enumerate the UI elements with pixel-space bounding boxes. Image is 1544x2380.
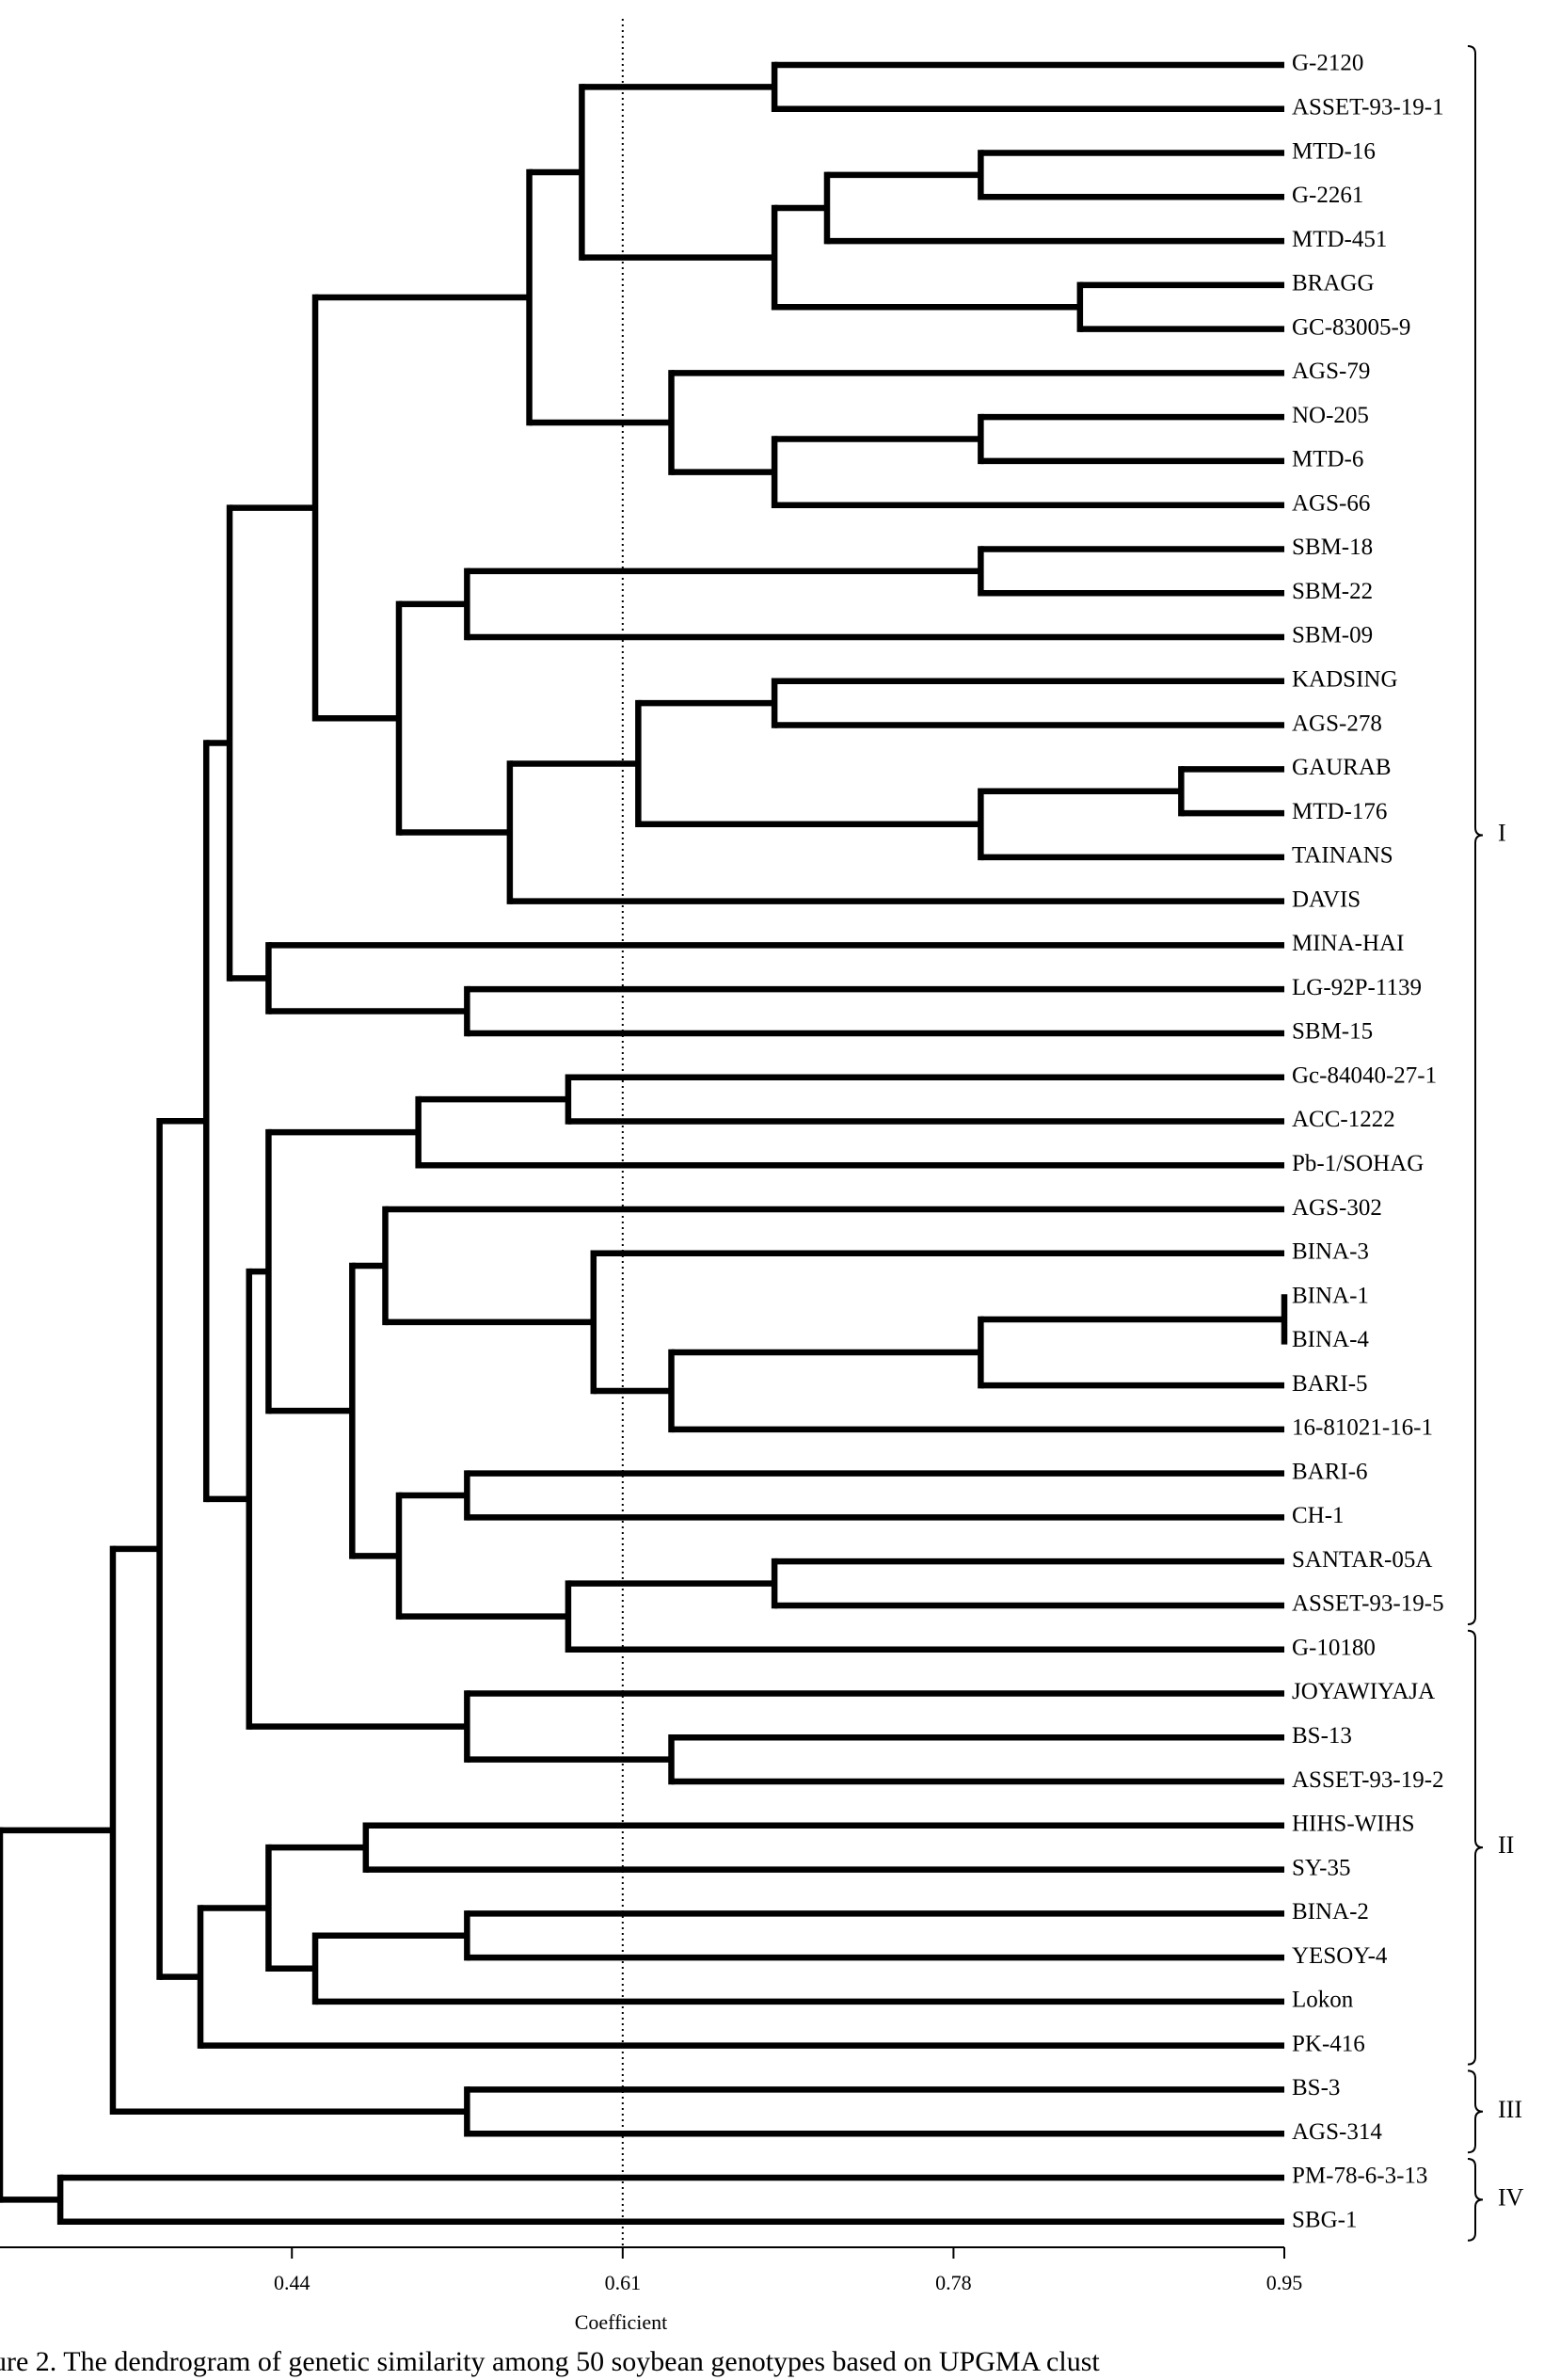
leaf-label: MTD-451: [1292, 227, 1387, 252]
leaf-label: SBM-09: [1292, 623, 1373, 648]
x-tick-label: 0.78: [935, 2271, 972, 2294]
leaf-label: G-2261: [1292, 183, 1363, 208]
leaf-label: BARI-6: [1292, 1459, 1368, 1484]
cluster-label: I: [1498, 819, 1506, 846]
leaf-label: AGS-66: [1292, 490, 1370, 516]
leaf-label: BINA-3: [1292, 1239, 1369, 1265]
leaf-label: BINA-2: [1292, 1899, 1369, 1925]
leaf-label: YESOY-4: [1292, 1943, 1388, 1969]
leaf-label: BS-13: [1292, 1723, 1352, 1749]
leaf-label: ACC-1222: [1292, 1107, 1395, 1132]
leaf-label: GAURAB: [1292, 755, 1392, 780]
leaf-label: HIHS-WIHS: [1292, 1812, 1415, 1837]
leaf-label: ASSET-93-19-2: [1292, 1767, 1444, 1793]
leaf-label: PK-416: [1292, 2031, 1365, 2056]
leaf-label: G-10180: [1292, 1635, 1376, 1660]
leaf-label: Gc-84040-27-1: [1292, 1062, 1437, 1088]
x-axis-label: Coefficient: [575, 2310, 668, 2334]
leaf-label: MTD-6: [1292, 447, 1363, 472]
leaf-label: 16-81021-16-1: [1292, 1415, 1433, 1441]
leaf-label: Lokon: [1292, 1988, 1354, 2013]
leaf-label: BRAGG: [1292, 271, 1375, 296]
leaf-label: AGS-278: [1292, 711, 1382, 736]
leaf-label: GC-83005-9: [1292, 314, 1410, 340]
leaf-label: ASSET-93-19-1: [1292, 95, 1444, 120]
leaf-label: MINA-HAI: [1292, 931, 1404, 956]
x-tick-label: 0.95: [1266, 2271, 1303, 2294]
cluster-bracket: [1467, 2157, 1484, 2242]
leaf-label: ASSET-93-19-5: [1292, 1591, 1444, 1617]
leaf-label: BS-3: [1292, 2075, 1340, 2100]
caption: ure 2. The dendrogram of genetic similar…: [0, 2346, 1100, 2377]
leaf-label: SBM-22: [1292, 579, 1373, 604]
leaf-label: SBM-18: [1292, 535, 1373, 560]
leaf-label: LG-92P-1139: [1292, 975, 1422, 1000]
leaf-label: AGS-302: [1292, 1195, 1382, 1221]
x-tick-label: 0.61: [605, 2271, 642, 2294]
x-tick-label: 0.44: [274, 2271, 310, 2294]
leaf-label: MTD-176: [1292, 799, 1387, 824]
leaf-label: AGS-314: [1292, 2119, 1382, 2145]
leaf-label: CH-1: [1292, 1503, 1345, 1528]
cluster-label: II: [1498, 1831, 1514, 1859]
leaf-label: SY-35: [1292, 1855, 1351, 1880]
leaf-label: BINA-4: [1292, 1327, 1369, 1352]
cluster-bracket: [1467, 2069, 1484, 2154]
leaf-label: PM-78-6-3-13: [1292, 2164, 1427, 2189]
leaf-label: NO-205: [1292, 403, 1369, 428]
leaf-label: AGS-79: [1292, 359, 1370, 384]
leaf-label: DAVIS: [1292, 887, 1361, 912]
leaf-label: JOYAWIYAJA: [1292, 1679, 1435, 1704]
leaf-label: G-2120: [1292, 51, 1363, 76]
leaf-label: SBG-1: [1292, 2207, 1357, 2232]
leaf-label: KADSING: [1292, 667, 1398, 693]
leaf-label: Pb-1/SOHAG: [1292, 1151, 1424, 1176]
cluster-label: IV: [1498, 2183, 1524, 2211]
leaf-label: SBM-15: [1292, 1019, 1373, 1045]
cluster-label: III: [1498, 2096, 1522, 2123]
leaf-label: MTD-16: [1292, 138, 1376, 164]
leaf-label: TAINANS: [1292, 843, 1393, 869]
cluster-bracket: [1467, 1629, 1484, 2066]
leaf-label: SANTAR-05A: [1292, 1547, 1432, 1573]
leaf-label: BARI-5: [1292, 1371, 1368, 1397]
cluster-bracket: [1467, 45, 1484, 1625]
leaf-label: BINA-1: [1292, 1283, 1369, 1308]
